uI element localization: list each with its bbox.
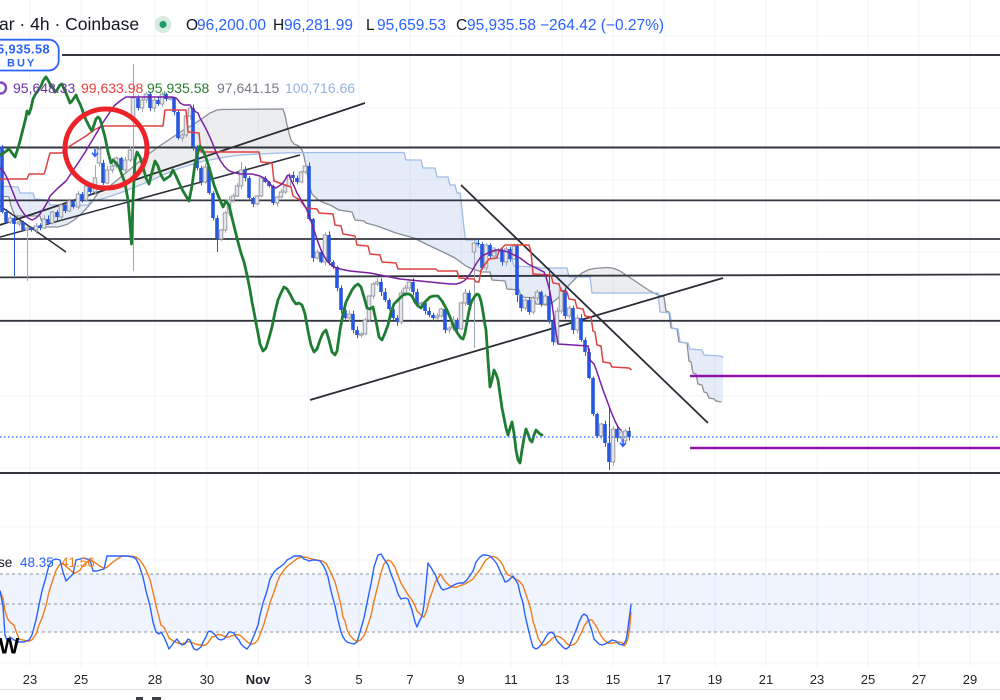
svg-text:11: 11: [504, 672, 518, 687]
svg-text:Nov: Nov: [246, 672, 271, 687]
svg-text:25: 25: [861, 672, 875, 687]
svg-text:W: W: [0, 634, 20, 659]
svg-text:29: 29: [963, 672, 977, 687]
svg-text:41.56: 41.56: [61, 555, 95, 570]
svg-text:9: 9: [457, 672, 464, 687]
svg-text:23: 23: [810, 672, 824, 687]
svg-text:13: 13: [555, 672, 569, 687]
svg-text:95,648.33: 95,648.33: [13, 80, 75, 96]
svg-text:5: 5: [355, 672, 362, 687]
svg-text:ar · 4h · Coinbase: ar · 4h · Coinbase: [0, 14, 139, 34]
svg-text:97,641.15: 97,641.15: [217, 80, 279, 96]
svg-text:95,659.53: 95,659.53: [377, 17, 446, 34]
svg-text:C: C: [456, 17, 467, 34]
svg-text:H: H: [273, 17, 284, 34]
svg-text:O: O: [186, 17, 198, 34]
svg-text:23: 23: [23, 672, 37, 687]
svg-text:L: L: [366, 17, 375, 34]
svg-text:25: 25: [74, 672, 88, 687]
svg-text:95,935.58: 95,935.58: [467, 17, 536, 34]
svg-text:28: 28: [148, 672, 162, 687]
svg-text:48.35: 48.35: [20, 555, 54, 570]
svg-text:21: 21: [759, 672, 773, 687]
svg-text:19: 19: [708, 672, 722, 687]
svg-text:5,935.58: 5,935.58: [0, 42, 50, 57]
svg-text:17: 17: [657, 672, 671, 687]
svg-text:se: se: [0, 555, 12, 570]
svg-text:96,200.00: 96,200.00: [197, 17, 266, 34]
svg-text:100,716.66: 100,716.66: [285, 80, 355, 96]
svg-text:27: 27: [912, 672, 926, 687]
svg-text:99,633.98: 99,633.98: [81, 80, 143, 96]
svg-text:15: 15: [606, 672, 620, 687]
svg-text:BUY: BUY: [7, 58, 36, 70]
svg-text:7: 7: [406, 672, 413, 687]
svg-text:3: 3: [304, 672, 311, 687]
svg-text:95,935.58: 95,935.58: [147, 80, 209, 96]
svg-text:96,281.99: 96,281.99: [284, 17, 353, 34]
svg-text:30: 30: [200, 672, 214, 687]
svg-text:−264.42 (−0.27%): −264.42 (−0.27%): [540, 17, 664, 34]
